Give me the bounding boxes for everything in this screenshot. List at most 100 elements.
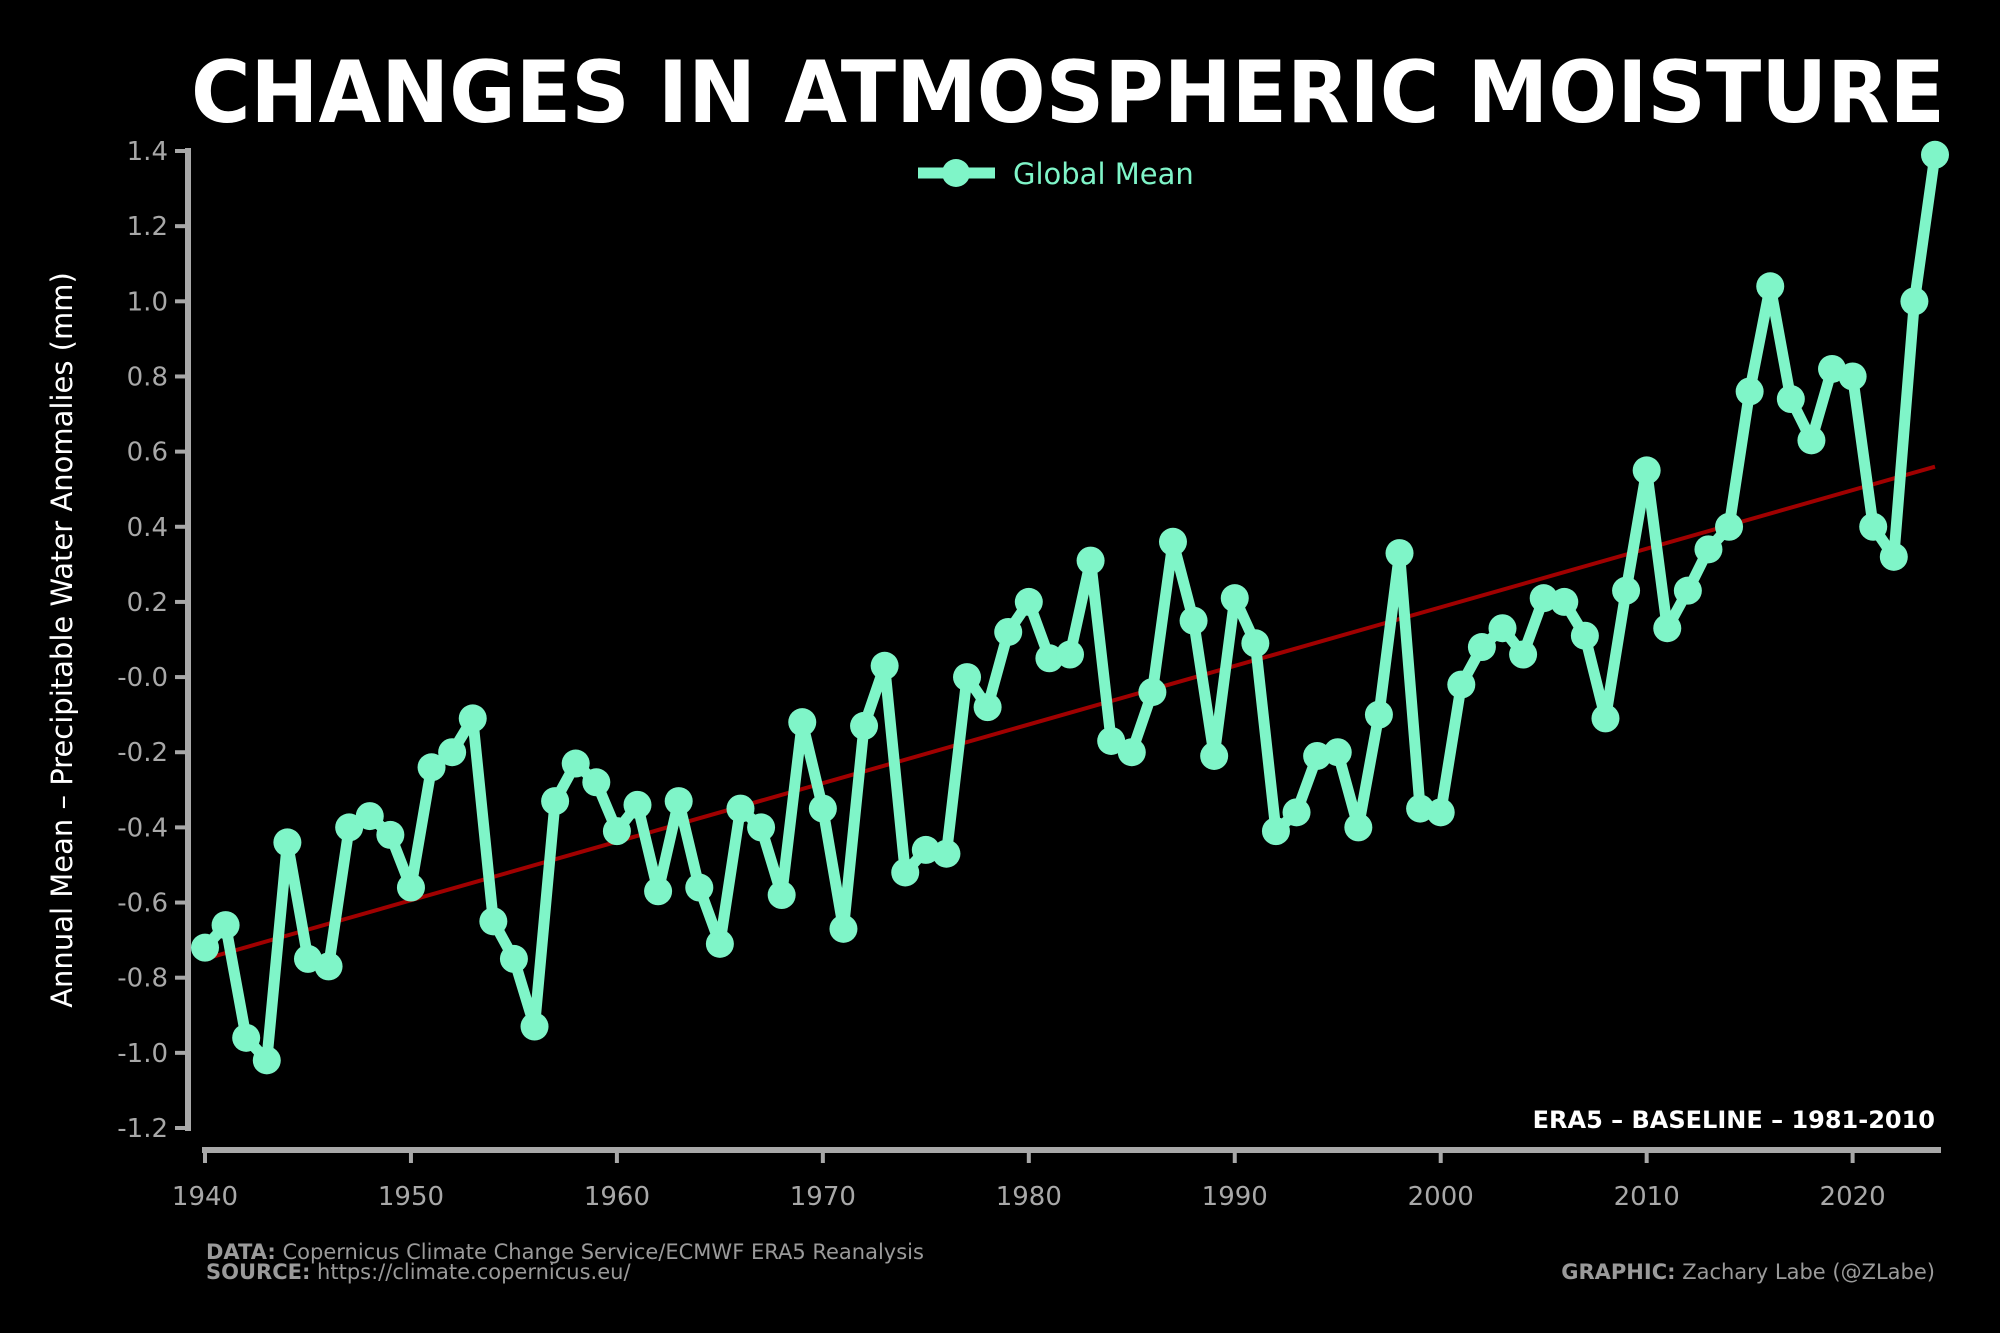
- data-point: [932, 839, 961, 868]
- data-point: [355, 802, 384, 831]
- data-point: [644, 877, 673, 906]
- data-point: [273, 828, 302, 857]
- x-tick-label: 1990: [1202, 1182, 1268, 1212]
- data-point: [335, 813, 364, 842]
- data-point: [252, 1046, 281, 1075]
- data-point: [520, 1012, 549, 1041]
- data-point: [561, 749, 590, 778]
- data-point: [1323, 738, 1352, 767]
- data-point: [376, 820, 405, 849]
- data-point: [1859, 512, 1888, 541]
- data-point: [582, 768, 611, 797]
- data-point: [1550, 587, 1579, 616]
- data-point: [1467, 633, 1496, 662]
- data-point: [767, 881, 796, 910]
- data-point: [1241, 629, 1270, 658]
- x-tick-label: 2020: [1820, 1182, 1886, 1212]
- data-point: [623, 790, 652, 819]
- y-tick-label: 0.2: [127, 588, 168, 618]
- legend-label: Global Mean: [1013, 157, 1194, 191]
- data-point: [1014, 587, 1043, 616]
- data-point: [232, 1023, 261, 1052]
- data-point: [1138, 678, 1167, 707]
- x-tick-label: 1980: [996, 1182, 1062, 1212]
- footer-source: SOURCE: https://climate.copernicus.eu/: [206, 1260, 631, 1284]
- data-point: [870, 651, 899, 680]
- data-point: [1900, 287, 1929, 316]
- data-point: [479, 907, 508, 936]
- data-point: [994, 617, 1023, 646]
- y-tick-label: 0.6: [127, 438, 168, 468]
- data-point: [1612, 576, 1641, 605]
- chart-title: CHANGES IN ATMOSPHERIC MOISTURE: [191, 43, 1945, 143]
- y-tick-label: -0.8: [117, 964, 168, 994]
- data-point: [1673, 576, 1702, 605]
- data-point: [1838, 362, 1867, 391]
- y-tick-label: 1.2: [127, 212, 168, 242]
- y-tick-label: -0.2: [117, 738, 168, 768]
- y-tick-label: 1.0: [127, 287, 168, 317]
- footer-graphic-label: GRAPHIC:: [1561, 1260, 1675, 1284]
- footer-source-link[interactable]: https://climate.copernicus.eu/: [317, 1260, 631, 1284]
- x-tick-label: 2010: [1614, 1182, 1680, 1212]
- data-point: [1776, 385, 1805, 414]
- data-point: [1200, 741, 1229, 770]
- y-tick-label: 0.4: [127, 513, 168, 543]
- data-point: [726, 794, 755, 823]
- footer-data-text: Copernicus Climate Change Service/ECMWF …: [282, 1240, 923, 1264]
- data-point: [1385, 539, 1414, 568]
- footer-data: DATA: Copernicus Climate Change Service/…: [206, 1240, 924, 1264]
- data-point: [314, 952, 343, 981]
- footer-graphic: GRAPHIC: Zachary Labe (@ZLabe): [1561, 1260, 1935, 1284]
- data-point: [1509, 640, 1538, 669]
- y-axis: -1.2 -1.0 -0.8 -0.6 -0.4 -0.2 -0.0 0.2 0.4 0.6 0.8…: [117, 137, 191, 1144]
- data-point: [438, 738, 467, 767]
- baseline-annotation: ERA5 – BASELINE – 1981-2010: [1533, 1106, 1935, 1134]
- data-point: [664, 787, 693, 816]
- x-tick-label: 1960: [584, 1182, 650, 1212]
- series-group: [191, 140, 1949, 1075]
- data-point: [1488, 614, 1517, 643]
- data-point: [1426, 798, 1455, 827]
- y-tick-label: -1.0: [117, 1039, 168, 1069]
- data-point: [1261, 817, 1290, 846]
- data-point: [1447, 670, 1476, 699]
- data-point: [685, 873, 714, 902]
- data-point: [788, 708, 817, 737]
- data-point: [396, 873, 425, 902]
- x-tick-label: 2000: [1408, 1182, 1474, 1212]
- data-point: [1694, 535, 1723, 564]
- data-point: [499, 944, 528, 973]
- data-point: [191, 933, 219, 962]
- data-point: [1715, 512, 1744, 541]
- data-point: [1653, 614, 1682, 643]
- data-point: [1056, 640, 1084, 669]
- y-tick-label: 0.8: [127, 362, 168, 392]
- data-point: [1179, 606, 1208, 635]
- data-point: [1117, 738, 1146, 767]
- y-axis-label: Annual Mean – Precipitable Water Anomali…: [45, 272, 79, 1008]
- data-point: [1570, 621, 1599, 650]
- data-point: [1282, 798, 1311, 827]
- y-tick-label: -1.2: [117, 1114, 168, 1144]
- data-point: [1097, 726, 1126, 755]
- data-point: [1364, 700, 1393, 729]
- y-tick-label: 1.4: [127, 137, 168, 167]
- data-point: [541, 787, 570, 816]
- footer-data-label: DATA:: [206, 1240, 276, 1264]
- x-tick-label: 1970: [790, 1182, 856, 1212]
- data-point: [973, 693, 1002, 722]
- data-point: [1735, 377, 1764, 406]
- data-point: [1220, 584, 1249, 613]
- y-tick-label: -0.0: [117, 663, 168, 693]
- data-point: [1921, 140, 1949, 169]
- data-point: [829, 914, 858, 943]
- series-line-global-mean: [200, 153, 1941, 1066]
- data-point: [1076, 546, 1105, 575]
- data-point: [808, 794, 837, 823]
- y-tick-label: -0.6: [117, 889, 168, 919]
- footer-source-label: SOURCE:: [206, 1260, 310, 1284]
- y-tick-label: -0.4: [117, 813, 168, 843]
- data-point: [1344, 813, 1373, 842]
